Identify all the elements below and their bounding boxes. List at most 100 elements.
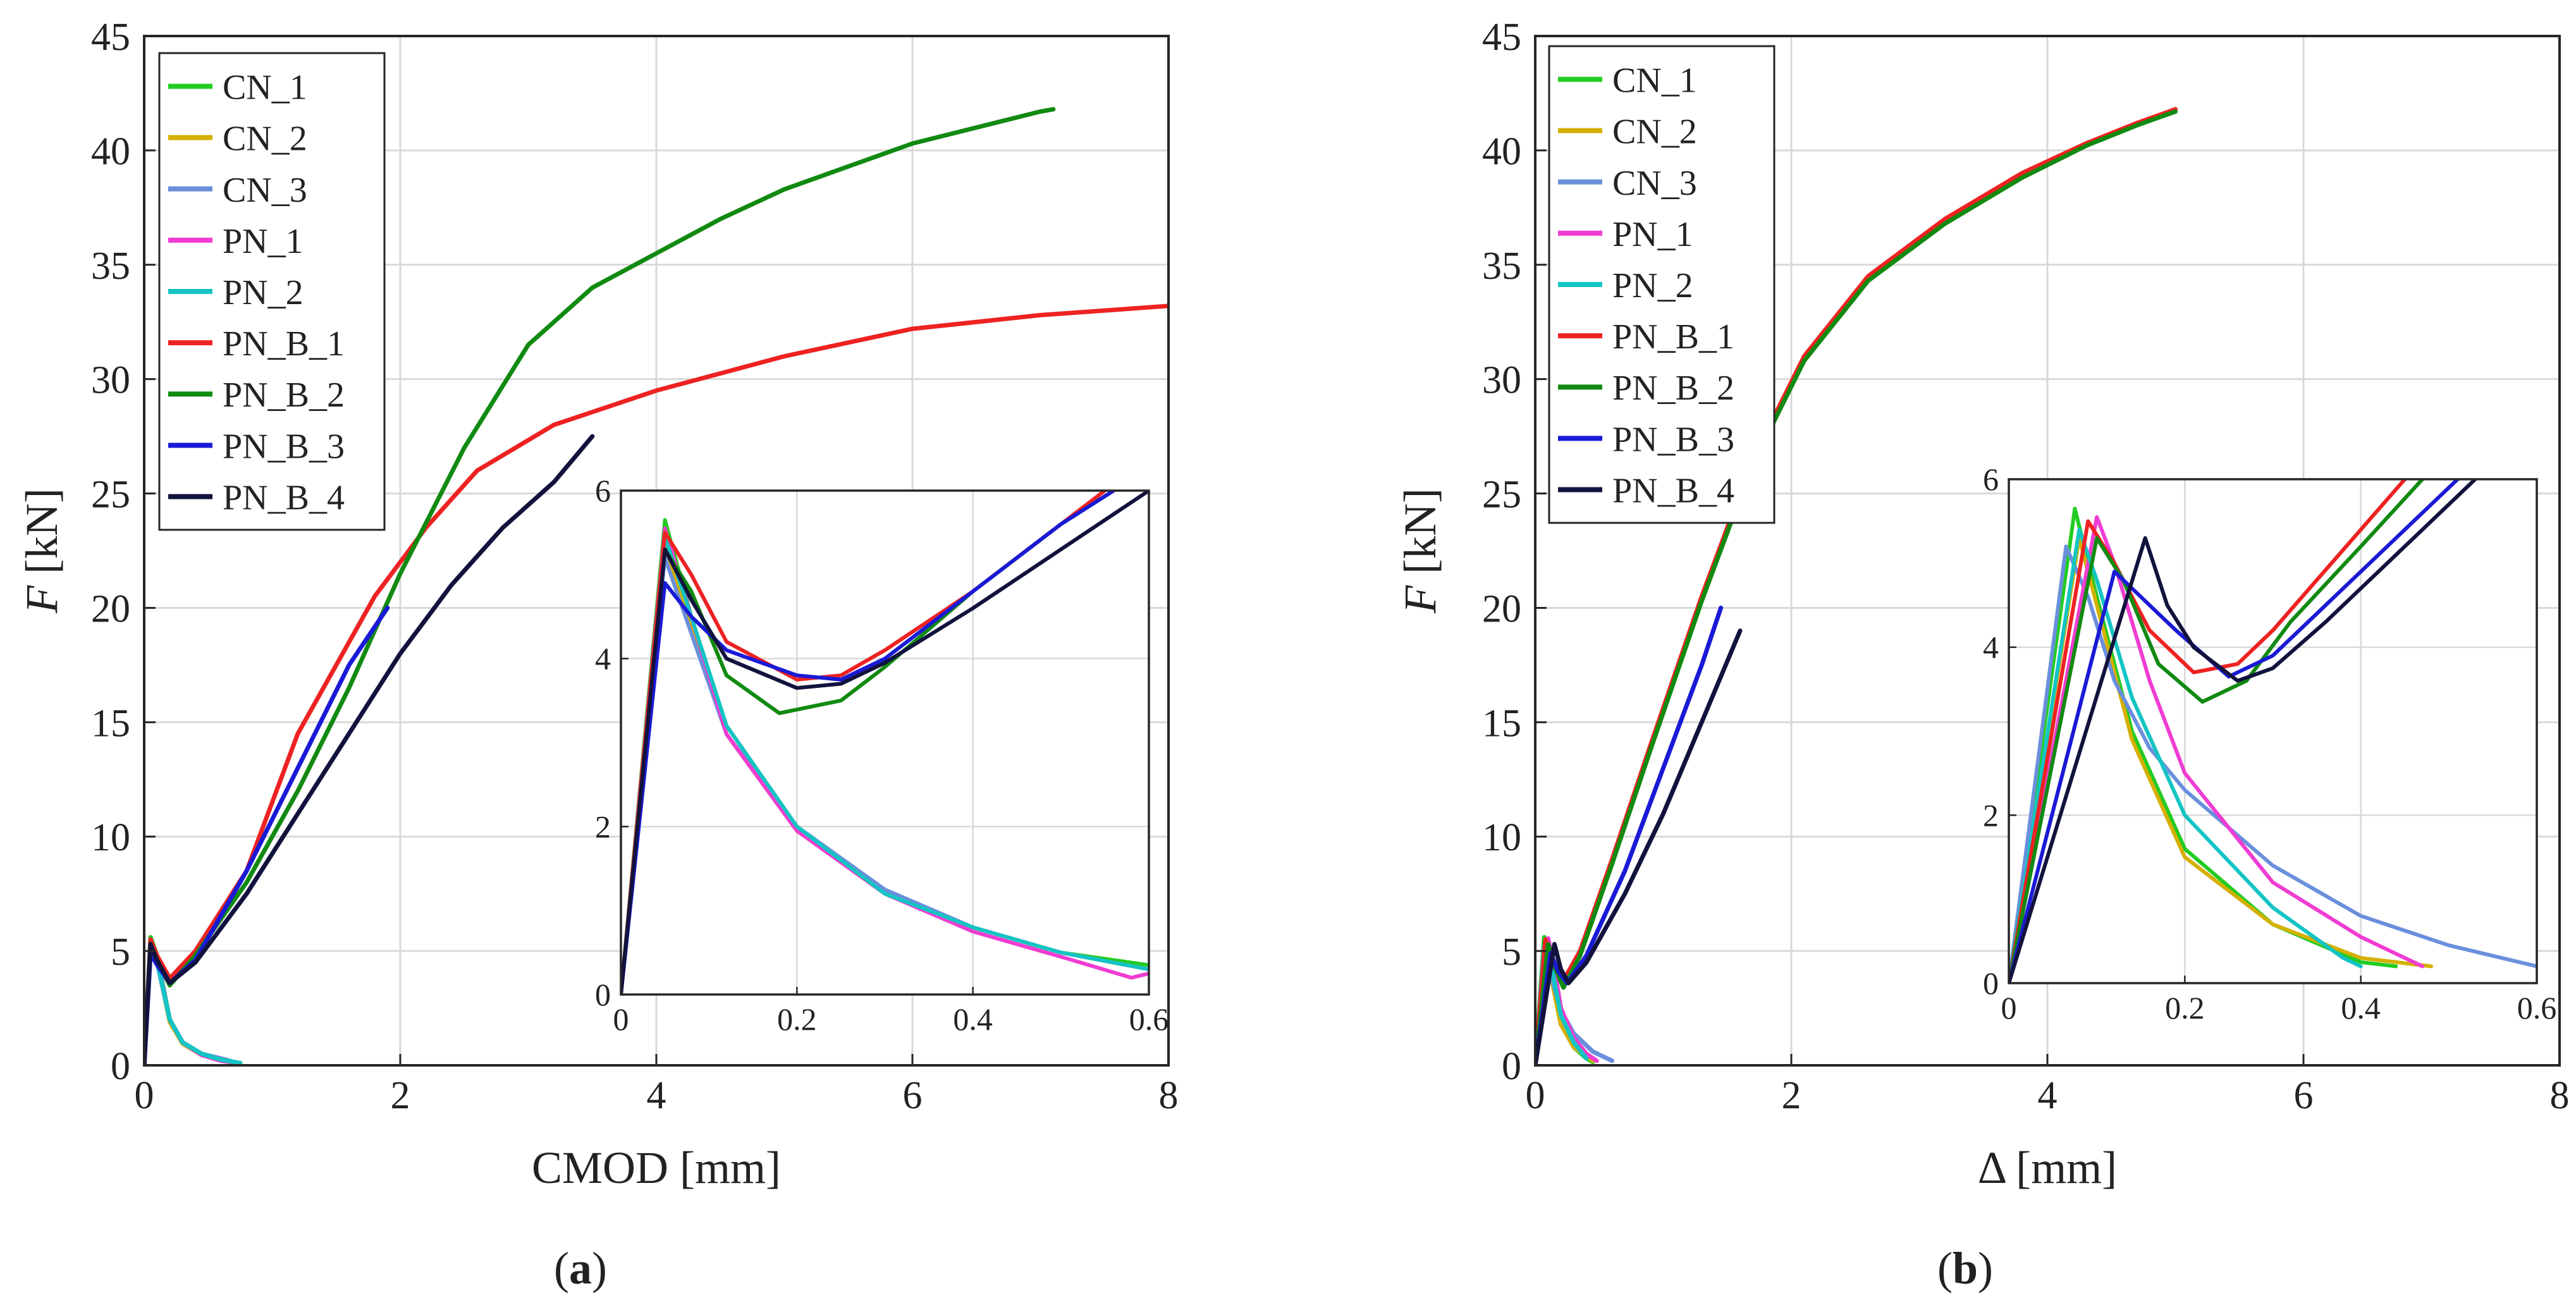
x-axis-label: Δ [mm] — [1978, 1142, 2117, 1193]
legend: CN_1 CN_2 CN_3 PN_1 PN_2 PN_B_1 PN_B_2 PN_B_3 PN… — [158, 52, 386, 531]
inset-y-tick-label: 2 — [1983, 797, 1999, 833]
caption-close: ) — [1978, 1243, 1993, 1294]
y-tick-label: 20 — [1482, 587, 1521, 630]
x-tick-label: 0 — [135, 1074, 154, 1117]
legend-label: CN_2 — [223, 119, 307, 159]
inset-y-tick-label: 0 — [1983, 965, 1999, 1001]
inset-x-tick-label: 0 — [2001, 990, 2017, 1025]
inset-chart: 0 0.2 0.4 0.6 0 2 4 6 — [1983, 462, 2556, 1025]
y-axis-unit: [kN] — [16, 488, 67, 574]
caption-letter: a — [569, 1243, 592, 1294]
legend-label: CN_2 — [1612, 113, 1697, 152]
caption-open: ( — [1937, 1243, 1953, 1294]
legend-label: PN_B_2 — [1612, 369, 1734, 408]
y-tick-label: 5 — [1502, 931, 1521, 974]
legend-label: PN_1 — [223, 222, 304, 261]
y-tick-label: 15 — [91, 702, 130, 745]
inset-series-line-pn-1 — [2009, 515, 2425, 983]
legend-label: PN_B_1 — [1612, 317, 1734, 357]
legend-label: PN_B_4 — [223, 478, 345, 517]
series-group — [1535, 107, 2178, 1065]
inset-frame — [2008, 478, 2538, 984]
y-tick-label: 25 — [1482, 474, 1521, 517]
y-axis-label: F [kN] — [16, 488, 67, 614]
y-tick-label: 30 — [91, 359, 130, 402]
inset-y-tick-label: 4 — [595, 641, 611, 676]
inset-x-tick-label: 0.6 — [2517, 990, 2557, 1025]
inset-y-tick-label: 6 — [1983, 462, 1999, 497]
legend-label: CN_1 — [1612, 61, 1697, 101]
series-line-pn-b-1 — [144, 303, 1168, 1065]
inset-x-tick-label: 0.4 — [953, 1001, 993, 1037]
inset-x-tick-label: 0.2 — [2165, 990, 2205, 1025]
inset-area — [621, 491, 1149, 995]
x-tick-label: 6 — [2294, 1074, 2314, 1117]
y-tick-label: 0 — [1502, 1045, 1521, 1088]
x-tick-label: 4 — [647, 1074, 666, 1117]
legend-label: CN_3 — [223, 171, 307, 210]
x-tick-label: 4 — [2038, 1074, 2058, 1117]
series-line-pn-b-2 — [1535, 109, 2178, 1065]
y-tick-label: 40 — [1482, 130, 1521, 173]
caption-open: ( — [554, 1243, 569, 1294]
y-tick-label: 15 — [1482, 702, 1521, 745]
y-tick-label: 45 — [1482, 16, 1521, 59]
y-tick-label: 10 — [91, 816, 130, 859]
legend-label: PN_B_1 — [223, 324, 345, 364]
inset-y-tick-label: 6 — [595, 473, 611, 508]
y-tick-label: 45 — [91, 16, 130, 59]
x-tick-label: 2 — [1782, 1074, 1801, 1117]
y-tick-label: 35 — [1482, 245, 1521, 288]
inset-x-tick-label: 0.2 — [777, 1001, 817, 1037]
inset-x-tick-label: 0.6 — [1129, 1001, 1169, 1037]
inset-series-group — [2009, 479, 2537, 983]
inset-series-line-pn-b-2 — [2009, 479, 2425, 983]
panel-caption: (a) — [554, 1243, 607, 1294]
x-tick-label: 0 — [1526, 1074, 1545, 1117]
inset-series-line-pn-b-3 — [2009, 479, 2460, 983]
inset-series-line-pn-b-3 — [621, 491, 1116, 995]
legend: CN_1 CN_2 CN_3 PN_1 PN_2 PN_B_1 PN_B_2 PN_B_3 PN… — [1548, 45, 1776, 524]
inset-frame — [620, 489, 1150, 996]
y-tick-label: 25 — [91, 474, 130, 517]
legend-label: PN_1 — [1612, 215, 1693, 254]
inset-chart: 0 0.2 0.4 0.6 0 2 4 6 — [595, 473, 1168, 1037]
inset-series-group — [621, 491, 1149, 995]
x-tick-label: 8 — [1159, 1074, 1179, 1117]
y-axis-symbol: F — [16, 585, 67, 614]
legend-label: CN_1 — [223, 68, 307, 107]
inset-y-tick-label: 0 — [595, 977, 611, 1012]
y-tick-label: 30 — [1482, 359, 1521, 402]
inset-x-tick-label: 0.4 — [2341, 990, 2381, 1025]
x-tick-label: 6 — [903, 1074, 923, 1117]
caption-letter: b — [1953, 1243, 1978, 1294]
inset-area — [2009, 479, 2537, 983]
inset-series-line-pn-b-4 — [2009, 479, 2477, 983]
legend-label: PN_B_3 — [223, 427, 345, 466]
legend-label: PN_B_4 — [1612, 471, 1734, 510]
inset-series-line-cn-1 — [2009, 506, 2398, 983]
inset-series-line-pn-b-4 — [621, 491, 1149, 995]
inset-y-tick-label: 4 — [1983, 630, 1999, 665]
panel-caption: (b) — [1937, 1243, 1993, 1294]
y-axis-label: F [kN] — [1395, 488, 1445, 614]
y-tick-label: 0 — [111, 1045, 130, 1088]
inset-series-line-pn-2 — [2009, 527, 2363, 983]
x-tick-label: 8 — [2550, 1074, 2570, 1117]
legend-label: PN_B_2 — [223, 376, 345, 415]
x-axis-label: CMOD [mm] — [532, 1142, 781, 1193]
inset-series-line-cn-3 — [2009, 544, 2537, 983]
y-tick-label: 20 — [91, 587, 130, 630]
y-axis-unit: [kN] — [1395, 488, 1445, 574]
legend-label: PN_2 — [1612, 266, 1693, 305]
y-tick-label: 10 — [1482, 816, 1521, 859]
series-line-pn-b-4 — [144, 434, 595, 1065]
legend-label: CN_3 — [1612, 164, 1697, 203]
inset-x-tick-label: 0 — [613, 1001, 629, 1037]
series-group — [144, 107, 1168, 1065]
y-tick-label: 5 — [111, 931, 130, 974]
x-tick-label: 2 — [391, 1074, 410, 1117]
y-tick-label: 40 — [91, 130, 130, 173]
